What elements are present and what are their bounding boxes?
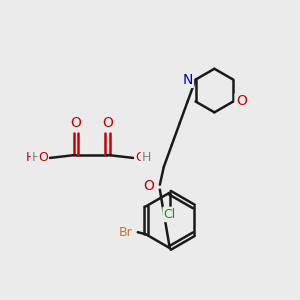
Text: N: N bbox=[182, 73, 193, 87]
Text: O: O bbox=[135, 152, 145, 164]
Text: O: O bbox=[38, 152, 48, 164]
Text: O: O bbox=[70, 116, 81, 130]
Text: H: H bbox=[141, 152, 151, 164]
Text: Cl: Cl bbox=[164, 208, 176, 221]
Text: O: O bbox=[143, 179, 155, 193]
Text: HO: HO bbox=[26, 152, 45, 164]
Text: H: H bbox=[36, 152, 45, 164]
Text: O: O bbox=[102, 116, 113, 130]
Text: H: H bbox=[32, 152, 41, 164]
Text: O: O bbox=[236, 94, 247, 109]
Text: Br: Br bbox=[119, 226, 133, 239]
